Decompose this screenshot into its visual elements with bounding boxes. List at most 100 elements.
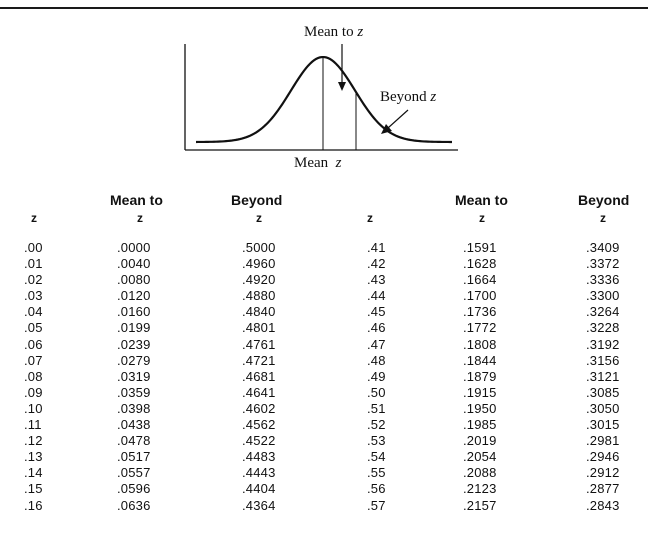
mean-to-z-value: .0557 xyxy=(117,465,151,481)
mean-to-z-value: .0636 xyxy=(117,497,151,513)
z-value: .01 xyxy=(24,256,43,272)
beyond-z-value-right: .3300 xyxy=(586,288,620,304)
table-row: .14 .0557 .4443 .55 .2088 .2912 xyxy=(0,465,648,481)
z-value: .00 xyxy=(24,240,43,255)
beyond-z-value-right: .3336 xyxy=(586,272,620,288)
beyond-z-value: .4721 xyxy=(242,352,276,368)
mean-to-z-value: .0438 xyxy=(117,417,151,433)
z-value: .04 xyxy=(24,304,43,320)
table-header: Mean to Beyond Mean to Beyond z z z z z … xyxy=(0,192,648,230)
beyond-z-value: .4801 xyxy=(242,320,276,336)
beyond-z-value: .4602 xyxy=(242,400,276,416)
mean-to-z-value: .0359 xyxy=(117,384,151,400)
mean-to-z-value: .0080 xyxy=(117,272,151,288)
table-row: .05 .0199 .4801 .46 .1772 .3228 xyxy=(0,320,648,336)
mean-to-z-value-right: .1985 xyxy=(463,417,497,433)
table-row: .06 .0239 .4761 .47 .1808 .3192 xyxy=(0,337,648,353)
top-rule xyxy=(0,7,648,9)
beyond-arrow-head xyxy=(381,124,392,134)
mean-to-z-value-right: .2019 xyxy=(463,433,497,449)
mean-to-z-value: .0279 xyxy=(117,352,151,368)
beyond-z-value: .4483 xyxy=(242,449,276,465)
z-value: .09 xyxy=(24,384,43,400)
col1-header-z: z xyxy=(31,211,37,225)
mean-to-z-value-right: .1736 xyxy=(463,304,497,320)
normal-curve-svg xyxy=(184,44,458,151)
mean-to-z-value: .0160 xyxy=(117,304,151,320)
table-row: .11 .0438 .4562 .52 .1985 .3015 xyxy=(0,417,648,433)
mean-to-z-value-right: .2054 xyxy=(463,449,497,465)
z-value: .13 xyxy=(24,449,43,465)
table-row: .09 .0359 .4641 .50 .1915 .3085 xyxy=(0,385,648,401)
col4-header-z: z xyxy=(367,211,373,225)
col2-header-z: z xyxy=(137,211,143,225)
z-value-right: .57 xyxy=(367,497,386,513)
beyond-z-value-right: .2843 xyxy=(586,497,620,513)
col3-header-line1: Beyond xyxy=(231,192,283,208)
z-value: .16 xyxy=(24,497,43,513)
beyond-z-value: .4522 xyxy=(242,433,276,449)
table-row: .12 .0478 .4522 .53 .2019 .2981 xyxy=(0,433,648,449)
z-table-body: .00 .0000 .5000 .41 .1591 .3409 .01 .0040 .4960.… xyxy=(0,240,648,514)
mean-to-z-value-right: .1628 xyxy=(463,256,497,272)
z-value-right: .42 xyxy=(367,256,386,272)
z-value-right: .53 xyxy=(367,433,386,449)
beyond-z-value-right: .3192 xyxy=(586,336,620,352)
beyond-z-value: .4404 xyxy=(242,481,276,497)
mean-to-z-value-right: .1664 xyxy=(463,272,497,288)
z-value: .02 xyxy=(24,272,43,288)
z-value-right: .49 xyxy=(367,368,386,384)
z-value-right: .46 xyxy=(367,320,386,336)
z-value: .06 xyxy=(24,336,43,352)
beyond-z-value-right: .3015 xyxy=(586,417,620,433)
table-row: .07 .0279 .4721 .48 .1844 .3156 xyxy=(0,353,648,369)
beyond-z-value: .4761 xyxy=(242,336,276,352)
z-value: .07 xyxy=(24,352,43,368)
beyond-z-value: .4880 xyxy=(242,288,276,304)
z-value: .08 xyxy=(24,368,43,384)
beyond-z-value-right: .3085 xyxy=(586,384,620,400)
mean-to-z-value-right: .1950 xyxy=(463,400,497,416)
beyond-z-label: Beyond z xyxy=(380,89,437,105)
mean-to-z-value-right: .1915 xyxy=(463,384,497,400)
beyond-z-value-right: .3372 xyxy=(586,256,620,272)
table-row: .00 .0000 .5000 .41 .1591 .3409 xyxy=(0,240,648,256)
z-value-right: .48 xyxy=(367,352,386,368)
z-value-right: .47 xyxy=(367,336,386,352)
table-row: .16 .0636 .4364 .57 .2157 .2843 xyxy=(0,498,648,514)
mean-to-z-value: .0478 xyxy=(117,433,151,449)
z-value: .11 xyxy=(24,417,42,433)
z-value: .12 xyxy=(24,433,43,449)
mean-to-z-value-right: .2157 xyxy=(463,497,497,513)
table-row: .04 .0160 .4840 .45 .1736 .3264 xyxy=(0,304,648,320)
mean-to-z-value-right: .1844 xyxy=(463,352,497,368)
mean-to-z-value: .0199 xyxy=(117,320,151,336)
beyond-z-value-right: .3050 xyxy=(586,400,620,416)
beyond-z-value: .4681 xyxy=(242,368,276,384)
z-value: .10 xyxy=(24,400,43,416)
z-value-right: .50 xyxy=(367,384,386,400)
z-value-right: .52 xyxy=(367,417,386,433)
mean-to-z-value: .0040 xyxy=(117,256,151,272)
table-row: .10 .0398 .4602 .51 .1950 .3050 xyxy=(0,401,648,417)
beyond-z-value-right: .3121 xyxy=(586,368,620,384)
z-value-right: .41 xyxy=(367,240,386,255)
z-value-right: .43 xyxy=(367,272,386,288)
normal-curve-diagram: Mean to z Beyond z Mean z xyxy=(0,0,648,185)
beyond-z-value-right: .3228 xyxy=(586,320,620,336)
z-value: .05 xyxy=(24,320,43,336)
beyond-z-value: .5000 xyxy=(242,240,276,255)
beyond-arrow-shaft xyxy=(387,109,409,129)
z-value-right: .56 xyxy=(367,481,386,497)
z-value-right: .51 xyxy=(367,400,386,416)
col5-header-z: z xyxy=(479,211,485,225)
z-value: .03 xyxy=(24,288,43,304)
mean-to-z-value-right: .1879 xyxy=(463,368,497,384)
col6-header-z: z xyxy=(600,211,606,225)
beyond-z-value-right: .2877 xyxy=(586,481,620,497)
mean-to-z-value-right: .2088 xyxy=(463,465,497,481)
mean-to-z-value: .0239 xyxy=(117,336,151,352)
col6-header-line1: Beyond xyxy=(578,192,630,208)
mean-to-z-value-right: .1772 xyxy=(463,320,497,336)
beyond-z-value: .4364 xyxy=(242,497,276,513)
